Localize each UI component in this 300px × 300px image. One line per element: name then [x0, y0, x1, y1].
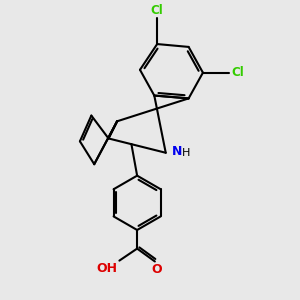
Text: Cl: Cl	[231, 66, 244, 79]
Text: Cl: Cl	[151, 4, 164, 17]
Text: O: O	[151, 263, 162, 276]
Text: H: H	[182, 148, 190, 158]
Text: N: N	[172, 145, 182, 158]
Text: OH: OH	[96, 262, 117, 275]
